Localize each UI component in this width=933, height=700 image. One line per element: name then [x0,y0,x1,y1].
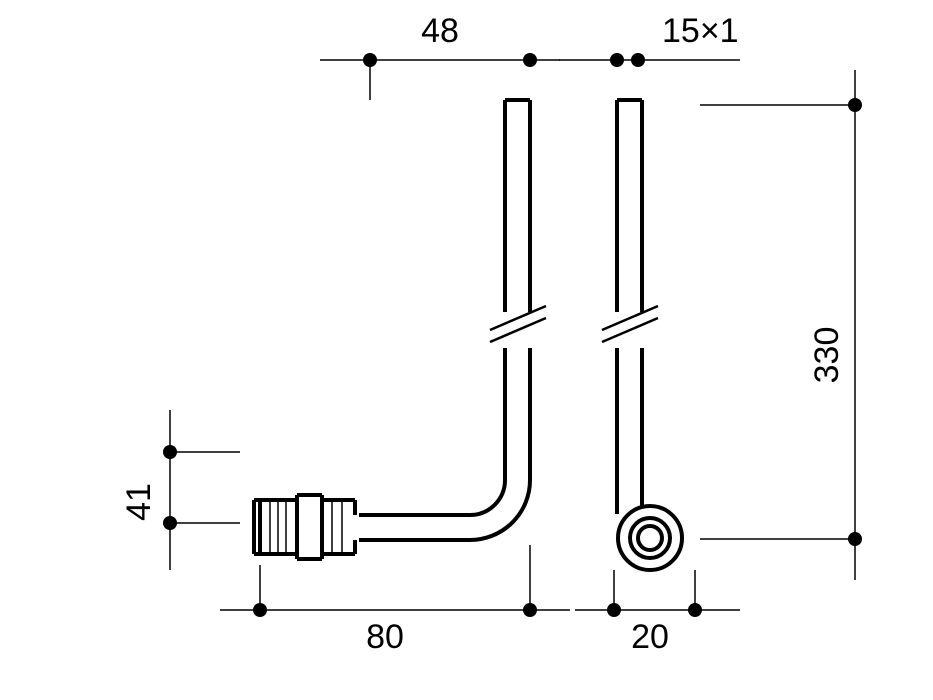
end-ring [618,506,682,570]
break-mark-right [602,306,658,348]
right-view [602,100,682,570]
dim-value-15x1: 15×1 [662,12,739,50]
pipe-fitting [254,495,359,559]
dim-top-left: 48 [320,12,560,100]
dim-value-48: 48 [421,12,459,50]
dim-right-330: 330 [700,70,862,580]
dim-value-80: 80 [366,618,404,656]
dim-left-41: 41 [120,410,240,570]
dim-value-330: 330 [808,327,846,384]
technical-drawing: 48 15×1 41 330 80 [0,0,933,700]
break-mark-left [490,306,546,348]
dim-value-41: 41 [120,483,158,521]
dim-value-20: 20 [631,618,669,656]
dim-bottom-80: 80 [220,545,570,656]
dim-bottom-20: 20 [575,570,740,656]
left-view [254,100,546,559]
dim-top-right: 15×1 [559,12,740,67]
